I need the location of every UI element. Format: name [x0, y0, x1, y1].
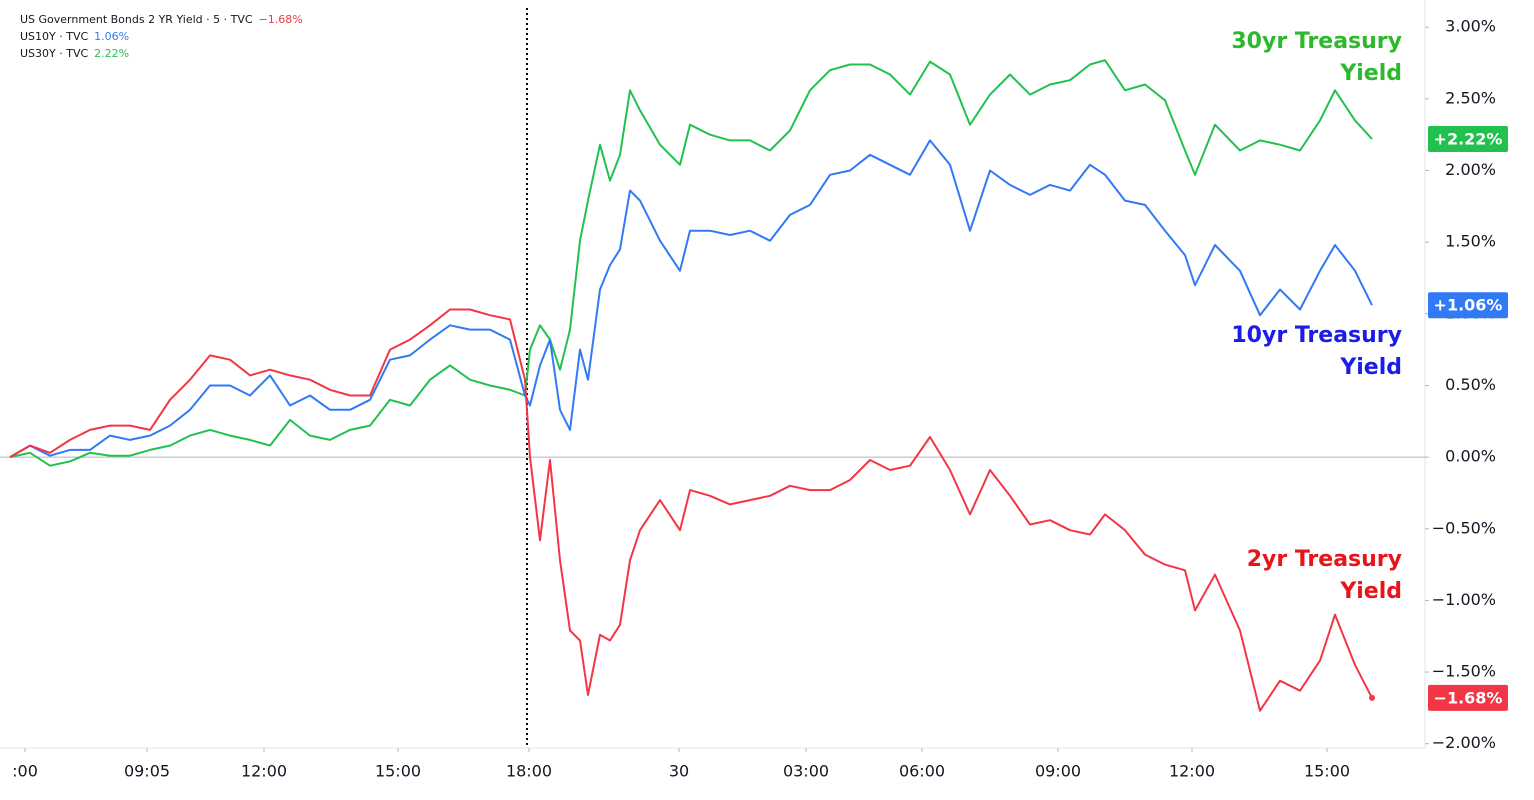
y-tick-label: −1.50% [1432, 662, 1496, 681]
x-tick-label: 15:00 [375, 762, 421, 781]
legend-value: 1.06% [94, 30, 129, 43]
last-point [1369, 694, 1375, 701]
x-tick-label: 15:00 [1304, 762, 1350, 781]
y-tick-label: 1.50% [1445, 232, 1496, 251]
series-line [9, 139, 1373, 458]
y-tick-label: 2.00% [1445, 160, 1496, 179]
x-tick-label: 18:00 [506, 762, 552, 781]
legend-value: −1.68% [259, 13, 303, 26]
y-tick-label: 0.00% [1445, 447, 1496, 466]
y-tick-label: −0.50% [1432, 518, 1496, 537]
series-line [9, 308, 1373, 712]
y-tick-label: 3.00% [1445, 17, 1496, 36]
x-tick-label: 09:05 [124, 762, 170, 781]
legend-name: US10Y · TVC [20, 30, 88, 43]
price-badge [1428, 125, 1508, 152]
price-badge-label: +2.22% [1434, 129, 1503, 148]
x-tick-label: 03:00 [783, 762, 829, 781]
annotation: 30yr Treasury Yield [1231, 29, 1402, 86]
annotation: 10yr Treasury Yield [1231, 323, 1402, 380]
y-tick-label: −1.00% [1432, 590, 1496, 609]
legend-name: US30Y · TVC [20, 47, 88, 60]
legend-name: US Government Bonds 2 YR Yield · 5 · TVC [20, 13, 253, 26]
series-line [9, 59, 1373, 467]
legend-value: 2.22% [94, 47, 129, 60]
x-tick-label: 12:00 [241, 762, 287, 781]
y-tick-label: 0.50% [1445, 375, 1496, 394]
x-tick-label: 12:00 [1169, 762, 1215, 781]
x-tick-label: 30 [669, 762, 689, 781]
y-tick-label: −2.00% [1432, 733, 1496, 752]
y-tick-label: 2.50% [1445, 88, 1496, 107]
x-tick-label: :00 [12, 762, 38, 781]
price-badge [1428, 684, 1508, 711]
x-tick-label: 09:00 [1035, 762, 1081, 781]
price-badge-label: −1.68% [1434, 688, 1503, 707]
price-badge-label: +1.06% [1434, 296, 1503, 315]
price-badge [1428, 292, 1508, 319]
x-tick-label: 06:00 [899, 762, 945, 781]
annotation: 2yr Treasury Yield [1246, 547, 1402, 604]
